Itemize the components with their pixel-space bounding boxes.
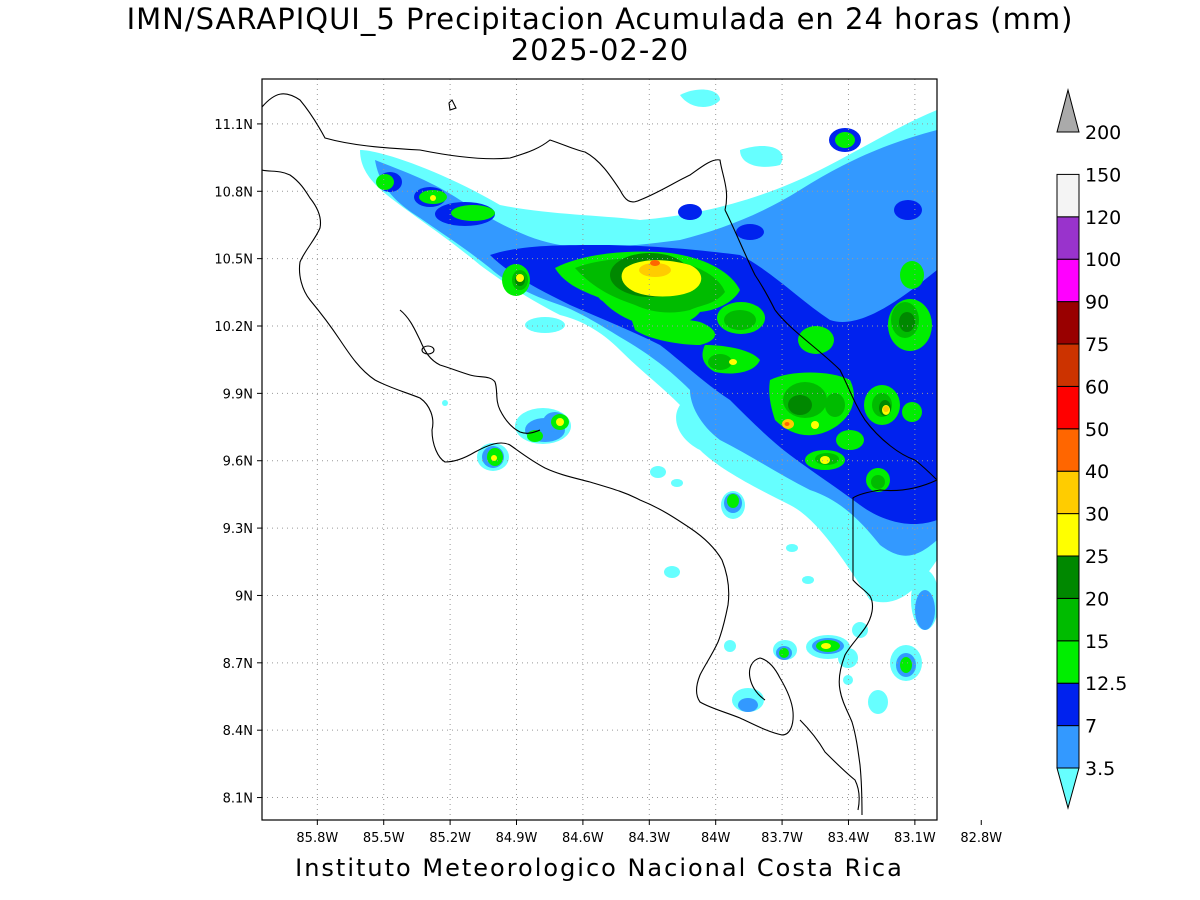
pacific-coast xyxy=(262,169,794,736)
colorbar-swatch xyxy=(1056,513,1080,557)
colorbar-label: 60 xyxy=(1085,376,1109,398)
colorbar-swatch xyxy=(1056,216,1080,260)
colorbar-label: 25 xyxy=(1085,546,1109,568)
colorbar-swatch xyxy=(1056,301,1080,345)
colorbar-label: 90 xyxy=(1085,292,1109,314)
colorbar-swatch xyxy=(1056,173,1080,218)
lake-nicaragua-islet xyxy=(448,99,457,111)
lon-tick-label: 83.1W xyxy=(894,831,936,846)
colorbar-label: 30 xyxy=(1085,504,1109,526)
map-title: IMN/SARAPIQUI_5 Precipitacion Acumulada … xyxy=(126,2,1074,36)
nicaragua-border xyxy=(724,209,776,311)
colorbar-label: 40 xyxy=(1085,461,1109,483)
lat-tick-label: 10.2N xyxy=(214,320,253,335)
island-chira xyxy=(421,345,435,355)
lat-tick-label: 8.1N xyxy=(223,792,253,807)
plot-frame xyxy=(261,78,938,821)
colorbar-swatch xyxy=(1056,555,1080,599)
colorbar-label: 12.5 xyxy=(1085,673,1127,695)
colorbar-swatch xyxy=(1056,428,1080,472)
lon-axis: 85.8W 85.5W 85.2W 84.9W 84.6W 84.3W 84W 83.7W 83… xyxy=(296,820,1002,846)
colorbar-swatch xyxy=(1056,343,1080,387)
lon-tick-label: 85.2W xyxy=(429,831,471,846)
colorbar-label: 20 xyxy=(1085,588,1109,610)
colorbar-label: 200 xyxy=(1085,122,1121,144)
lat-tick-label: 10.5N xyxy=(214,253,253,268)
colorbar-swatch xyxy=(1056,258,1080,303)
precip-level-50 xyxy=(650,260,790,426)
colorbar-swatch xyxy=(1056,640,1080,684)
lon-tick-label: 84.6W xyxy=(562,831,604,846)
colorbar-swatch xyxy=(1056,597,1080,642)
precip-level-40 xyxy=(639,263,889,429)
institution-footer: Instituto Meteorologico Nacional Costa R… xyxy=(295,854,904,882)
nicaragua-coast-north xyxy=(262,93,728,211)
colorbar-legend: 3.5 7 12.5 15 20 25 30 40 50 60 75 90 100 120 150 200 xyxy=(1056,88,1127,810)
colorbar-swatch xyxy=(1056,385,1080,430)
colorbar-label: 150 xyxy=(1085,164,1121,186)
gulf-nicoya xyxy=(399,309,541,434)
colorbar-low-arrow xyxy=(1056,767,1080,810)
colorbar-label: 120 xyxy=(1085,207,1121,229)
lat-tick-label: 9N xyxy=(235,589,253,604)
lon-tick-label: 84.3W xyxy=(628,831,670,846)
lon-tick-label: 83.7W xyxy=(761,831,803,846)
colorbar-label: 75 xyxy=(1085,334,1109,356)
panama-border-south xyxy=(838,479,937,816)
lat-tick-label: 8.4N xyxy=(223,724,253,739)
map-date: 2025-02-20 xyxy=(510,33,690,67)
colorbar-swatch xyxy=(1056,682,1080,727)
coastlines xyxy=(262,93,937,816)
lat-tick-label: 9.6N xyxy=(223,455,253,470)
colorbar-label: 100 xyxy=(1085,249,1121,271)
panama-border xyxy=(774,309,937,481)
lon-tick-label: 84W xyxy=(701,831,731,846)
lon-tick-label: 85.5W xyxy=(363,831,405,846)
lat-tick-label: 9.9N xyxy=(223,387,253,402)
colorbar-high-arrow xyxy=(1056,88,1080,133)
colorbar-label: 50 xyxy=(1085,419,1109,441)
lon-tick-label: 84.9W xyxy=(496,831,538,846)
lat-tick-label: 9.3N xyxy=(223,522,253,537)
colorbar-label: 7 xyxy=(1085,716,1097,738)
lat-tick-label: 11.1N xyxy=(214,118,253,133)
lon-tick-label: 85.8W xyxy=(296,831,338,846)
precipitation-field xyxy=(360,89,937,714)
lon-tick-label: 83.4W xyxy=(828,831,870,846)
colorbar-label: 15 xyxy=(1085,631,1109,653)
colorbar-swatch xyxy=(1056,470,1080,515)
lat-tick-label: 10.8N xyxy=(214,185,253,200)
osa-peninsula xyxy=(799,719,860,811)
lat-axis: 11.1N 10.8N 10.5N 10.2N 9.9N 9.6N 9.3N 9N 8.7N 8.… xyxy=(214,118,262,807)
colorbar-swatch xyxy=(1056,725,1080,769)
lon-tick-label: 82.8W xyxy=(960,831,1002,846)
colorbar-label: 3.5 xyxy=(1085,758,1115,780)
lat-tick-label: 8.7N xyxy=(223,657,253,672)
